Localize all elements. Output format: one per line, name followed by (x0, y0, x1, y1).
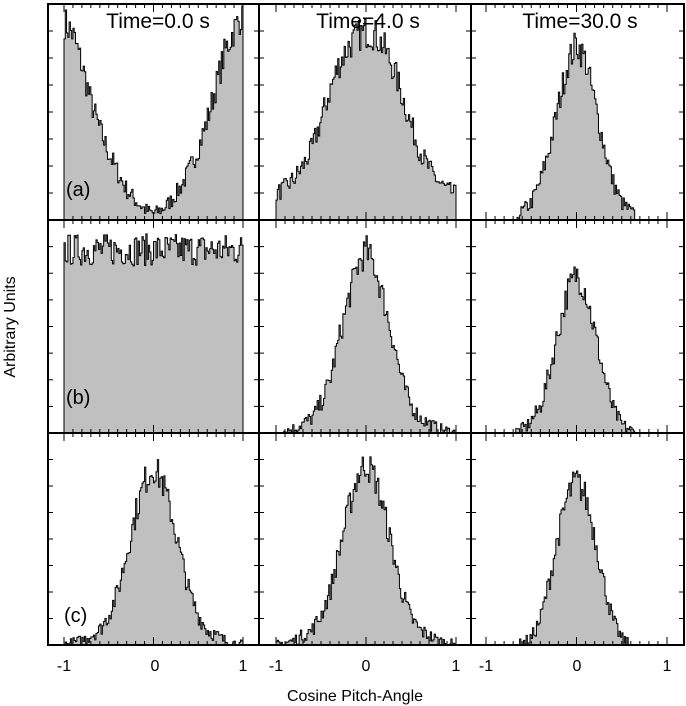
row-label-a: (a) (66, 179, 90, 201)
axes-layer (47, 3, 685, 646)
histogram-r2-c1 (275, 456, 456, 646)
xtick-label-col2-0: 0 (573, 658, 582, 675)
x-axis-label: Cosine Pitch-Angle (287, 688, 423, 705)
xtick-label-col2-1: 1 (663, 658, 672, 675)
xtick-label-col1-1: 1 (452, 658, 461, 675)
histogram-r0-c2 (516, 32, 638, 221)
xtick-label-col0-0: 0 (151, 658, 160, 675)
column-title-2: Time=30.0 s (522, 10, 637, 33)
panels-layer (63, 5, 638, 646)
histogram-r1-c0 (63, 233, 244, 434)
histogram-r1-c1 (276, 235, 456, 434)
histogram-r0-c1 (275, 18, 457, 221)
histogram-r1-c2 (513, 266, 636, 434)
histogram-r0-c0 (63, 5, 244, 221)
histogram-r2-c0 (64, 459, 244, 646)
xtick-label-col0-m1: -1 (57, 658, 71, 675)
y-axis-label: Arbitrary Units (2, 276, 19, 377)
column-title-1: Time=4.0 s (316, 10, 420, 33)
xtick-label-col1-m1: -1 (269, 658, 283, 675)
row-label-c: (c) (64, 605, 87, 627)
xtick-label-col1-0: 0 (362, 658, 371, 675)
column-title-0: Time=0.0 s (106, 10, 210, 33)
xtick-label-col2-m1: -1 (479, 658, 493, 675)
row-label-b: (b) (66, 387, 90, 409)
histogram-r2-c2 (517, 470, 632, 646)
xtick-label-col0-1: 1 (239, 658, 248, 675)
